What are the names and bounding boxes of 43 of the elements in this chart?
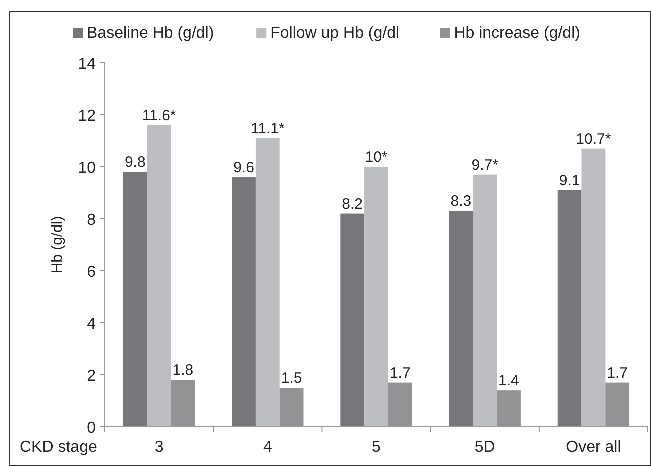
legend-label: Hb increase (g/dl) (454, 25, 580, 42)
y-tick-label: 2 (87, 368, 96, 385)
bar (558, 190, 582, 427)
data-label: 1.4 (498, 372, 520, 390)
bar (473, 174, 498, 427)
y-tick-label: 14 (78, 56, 96, 73)
data-label: 10* (365, 149, 388, 166)
bar (256, 138, 280, 427)
y-tick-label: 0 (87, 420, 96, 437)
data-label: 11.1* (250, 120, 286, 138)
data-label: 1.7 (607, 364, 628, 382)
legend-label: Baseline Hb (g/dl) (87, 25, 214, 42)
legend-label: Follow up Hb (g/dl (270, 25, 400, 42)
bar (449, 211, 474, 427)
data-label: 9.1 (559, 172, 580, 190)
data-label: 8.3 (450, 193, 472, 210)
x-axis-title: CKD stage (20, 439, 98, 456)
bar (147, 125, 172, 427)
x-tick-label: 4 (263, 439, 272, 456)
data-label: 9.7* (472, 156, 499, 174)
data-label: 1.8 (172, 362, 194, 380)
bar (582, 148, 606, 427)
data-label: 8.2 (342, 196, 364, 213)
x-tick-label: Over all (566, 439, 622, 456)
y-tick-label: 12 (78, 108, 96, 125)
data-label: 1.5 (281, 370, 302, 387)
data-label: 9.6 (234, 159, 254, 176)
bar (340, 214, 365, 427)
x-tick-label: 5D (474, 439, 496, 456)
bar (123, 172, 148, 427)
y-tick-label: 4 (87, 316, 96, 333)
x-tick-label: 5 (372, 439, 382, 456)
y-tick-label: 10 (78, 160, 96, 177)
bar (232, 177, 256, 427)
y-axis-title: Hb (g/dl) (49, 216, 66, 274)
bar (364, 167, 388, 427)
x-tick-label: 3 (154, 439, 164, 456)
data-label: 1.7 (390, 364, 411, 382)
y-tick-label: 8 (87, 212, 96, 229)
data-label: 10.7* (576, 130, 612, 148)
data-label: 11.6* (142, 107, 176, 124)
y-tick-label: 6 (87, 264, 96, 281)
data-label: 9.8 (124, 154, 146, 172)
